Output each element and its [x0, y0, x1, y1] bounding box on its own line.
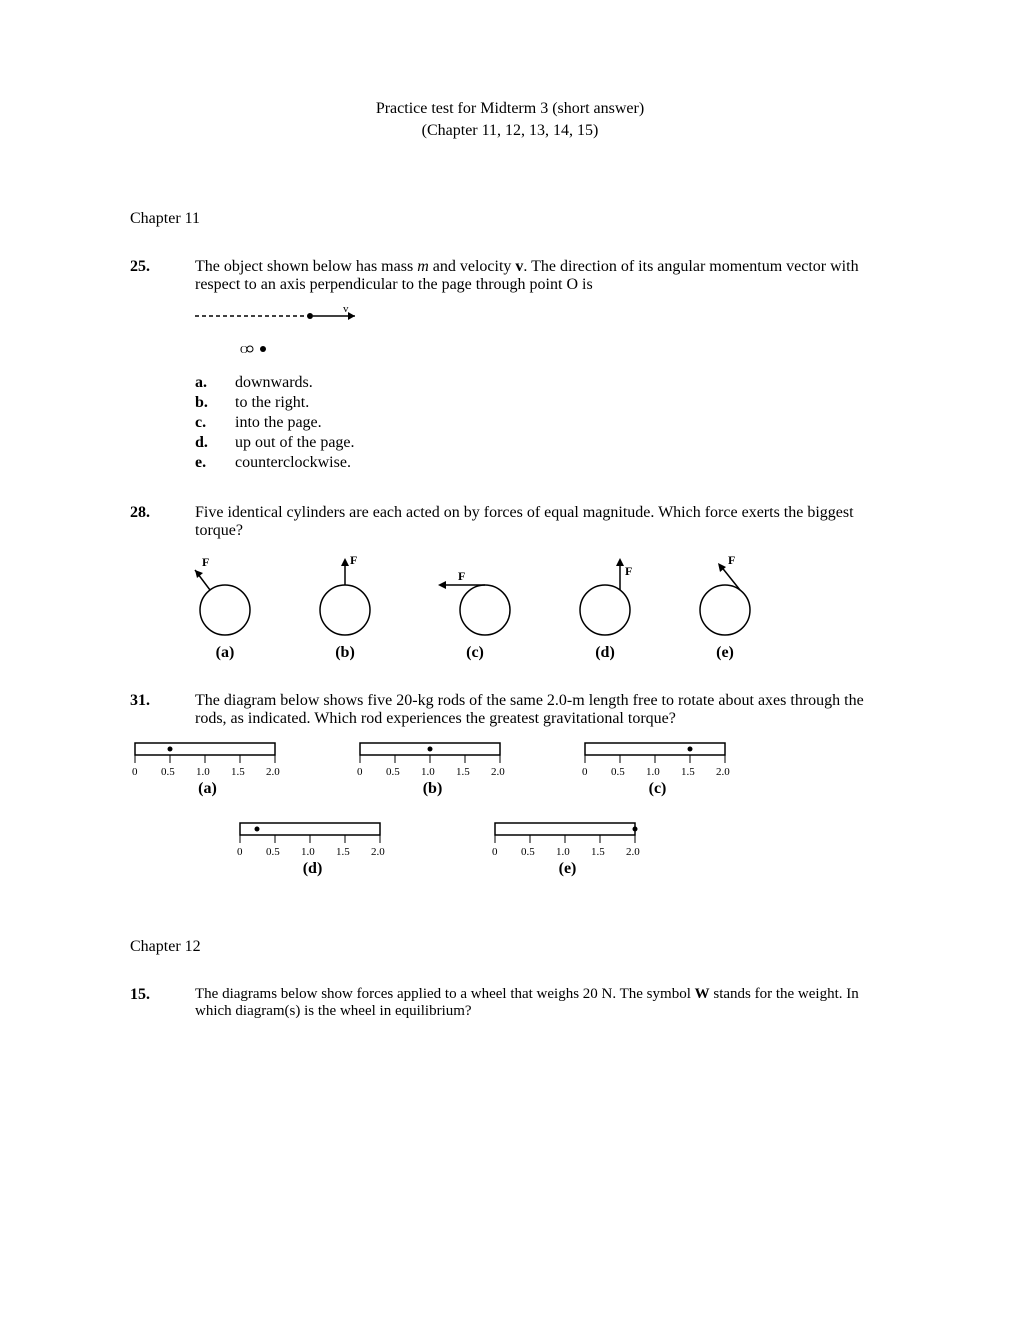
svg-text:0.5: 0.5 [521, 846, 535, 858]
svg-text:2.0: 2.0 [626, 846, 640, 858]
svg-text:0.5: 0.5 [266, 846, 280, 858]
svg-text:v: v [343, 304, 349, 315]
svg-text:1.0: 1.0 [646, 766, 660, 778]
svg-text:1.5: 1.5 [681, 766, 695, 778]
svg-text:0: 0 [492, 846, 498, 858]
question-15: 15. The diagrams below show forces appli… [130, 986, 890, 1028]
svg-text:2.0: 2.0 [371, 846, 385, 858]
q28-c: F (c) [430, 550, 520, 662]
svg-text:1.0: 1.0 [301, 846, 315, 858]
svg-text:0.5: 0.5 [611, 766, 625, 778]
svg-text:O: O [240, 344, 248, 356]
question-28: 28. Five identical cylinders are each ac… [130, 504, 890, 662]
q28-diagrams: F (a) F (b) F [190, 550, 890, 662]
svg-text:0: 0 [357, 766, 363, 778]
option-c: c.into the page. [195, 414, 890, 432]
question-31: 31. The diagram below shows five 20-kg r… [130, 692, 890, 878]
svg-text:F: F [728, 553, 735, 567]
question-text: Five identical cylinders are each acted … [195, 504, 890, 540]
chapter-12-heading: Chapter 12 [130, 938, 890, 956]
svg-text:1.0: 1.0 [196, 766, 210, 778]
question-number: 28. [130, 504, 195, 662]
svg-text:1.5: 1.5 [591, 846, 605, 858]
q31-c: 00.51.01.52.0 (c) [580, 738, 735, 798]
svg-text:1.5: 1.5 [231, 766, 245, 778]
page-subtitle: (Chapter 11, 12, 13, 14, 15) [130, 122, 890, 140]
label-b: (b) [335, 644, 355, 662]
option-d: d.up out of the page. [195, 434, 890, 452]
q28-e: F (e) [690, 550, 760, 662]
svg-text:F: F [202, 555, 209, 569]
svg-text:0: 0 [582, 766, 588, 778]
question-number: 15. [130, 986, 195, 1028]
q31-row2: 00.51.01.52.0 (d) 00.51.01.52.0 (e) [235, 818, 890, 878]
svg-text:1.5: 1.5 [336, 846, 350, 858]
label-c: (c) [466, 644, 484, 662]
label-e: (e) [716, 644, 734, 662]
svg-text:F: F [458, 569, 465, 583]
svg-text:2.0: 2.0 [491, 766, 505, 778]
svg-text:1.5: 1.5 [456, 766, 470, 778]
question-body: The diagram below shows five 20-kg rods … [195, 692, 890, 878]
question-text: The object shown below has mass m and ve… [195, 258, 890, 294]
option-e: e.counterclockwise. [195, 454, 890, 472]
option-a: a.downwards. [195, 374, 890, 392]
q31-d: 00.51.01.52.0 (d) [235, 818, 390, 878]
page-title: Practice test for Midterm 3 (short answe… [130, 100, 890, 118]
question-body: Five identical cylinders are each acted … [195, 504, 890, 662]
question-text: The diagrams below show forces applied t… [195, 986, 890, 1020]
label-d: (d) [595, 644, 615, 662]
svg-text:1.0: 1.0 [556, 846, 570, 858]
question-25: 25. The object shown below has mass m an… [130, 258, 890, 474]
label-a: (a) [216, 644, 235, 662]
q31-row1: 00.51.01.52.0 (a) 00.51.01.52.0 (b) [130, 738, 890, 798]
svg-text:F: F [350, 553, 357, 567]
svg-text:1.0: 1.0 [421, 766, 435, 778]
svg-text:F: F [625, 564, 632, 578]
svg-text:0: 0 [237, 846, 243, 858]
question-number: 25. [130, 258, 195, 474]
q31-e: 00.51.01.52.0 (e) [490, 818, 645, 878]
option-b: b.to the right. [195, 394, 890, 412]
q28-a: F (a) [190, 550, 260, 662]
q25-diagram: v O [195, 304, 890, 364]
svg-text:2.0: 2.0 [266, 766, 280, 778]
q28-d: F (d) [570, 550, 640, 662]
chapter-11-heading: Chapter 11 [130, 210, 890, 228]
svg-text:2.0: 2.0 [716, 766, 730, 778]
options-list: a.downwards. b.to the right. c.into the … [195, 374, 890, 472]
question-body: The object shown below has mass m and ve… [195, 258, 890, 474]
svg-text:0.5: 0.5 [161, 766, 175, 778]
svg-text:0.5: 0.5 [386, 766, 400, 778]
question-text: The diagram below shows five 20-kg rods … [195, 692, 890, 728]
svg-text:0: 0 [132, 766, 138, 778]
question-body: The diagrams below show forces applied t… [195, 986, 890, 1028]
q28-b: F (b) [310, 550, 380, 662]
q31-a: 00.51.01.52.0 (a) [130, 738, 285, 798]
q31-b: 00.51.01.52.0 (b) [355, 738, 510, 798]
